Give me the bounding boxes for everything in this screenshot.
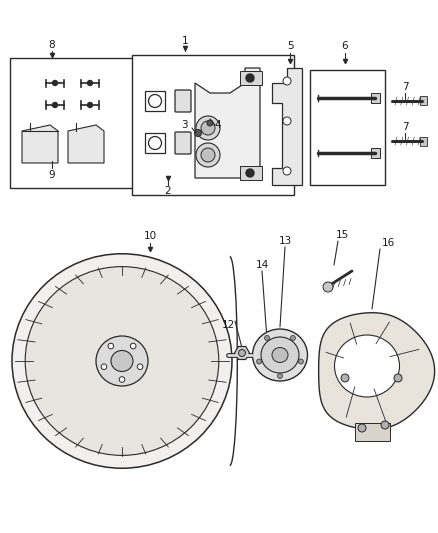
Circle shape: [290, 335, 296, 341]
Ellipse shape: [272, 348, 288, 362]
Ellipse shape: [25, 266, 219, 455]
Text: 11: 11: [35, 318, 48, 328]
Bar: [371, 93, 380, 103]
Circle shape: [201, 148, 215, 162]
Circle shape: [88, 80, 92, 85]
Circle shape: [131, 343, 136, 349]
Circle shape: [283, 117, 291, 125]
Circle shape: [53, 80, 57, 85]
Circle shape: [283, 77, 291, 85]
Polygon shape: [272, 68, 302, 185]
Ellipse shape: [12, 254, 232, 469]
Bar: [10, 58, 140, 188]
Bar: [240, 166, 262, 180]
Circle shape: [207, 120, 213, 126]
Bar: [355, 423, 390, 441]
FancyBboxPatch shape: [175, 90, 191, 112]
Text: 15: 15: [336, 230, 349, 240]
Circle shape: [381, 421, 389, 429]
Polygon shape: [195, 68, 260, 178]
Circle shape: [278, 374, 283, 378]
Circle shape: [119, 377, 125, 382]
Ellipse shape: [96, 336, 148, 386]
Text: 13: 13: [279, 236, 292, 246]
Circle shape: [194, 130, 201, 136]
Circle shape: [53, 102, 57, 108]
Polygon shape: [318, 313, 434, 429]
Bar: [420, 136, 427, 146]
Circle shape: [108, 343, 113, 349]
Circle shape: [196, 143, 220, 167]
Polygon shape: [22, 125, 58, 163]
Text: 7: 7: [402, 82, 408, 92]
Circle shape: [341, 374, 349, 382]
Circle shape: [239, 350, 246, 357]
Circle shape: [246, 74, 254, 82]
Text: 4: 4: [215, 120, 221, 130]
Text: 3: 3: [181, 120, 188, 130]
Text: 16: 16: [381, 238, 395, 248]
Text: 5: 5: [287, 41, 293, 51]
Bar: [420, 96, 427, 106]
Circle shape: [257, 359, 261, 364]
Text: 12: 12: [221, 320, 235, 330]
Circle shape: [246, 169, 254, 177]
Bar: [371, 148, 380, 158]
Circle shape: [148, 136, 162, 149]
Text: 2: 2: [165, 186, 171, 196]
Circle shape: [283, 167, 291, 175]
Text: 8: 8: [49, 40, 55, 50]
Bar: [132, 55, 294, 195]
Circle shape: [88, 102, 92, 108]
FancyBboxPatch shape: [175, 132, 191, 154]
Text: 10: 10: [143, 231, 156, 241]
Text: 7: 7: [402, 122, 408, 132]
Circle shape: [323, 282, 333, 292]
Bar: [310, 70, 385, 185]
Circle shape: [265, 335, 269, 341]
Bar: [240, 71, 262, 85]
Text: 1: 1: [182, 36, 188, 46]
Ellipse shape: [335, 335, 399, 397]
Bar: [145, 133, 165, 153]
Circle shape: [137, 364, 143, 369]
Polygon shape: [68, 125, 104, 163]
Polygon shape: [234, 346, 250, 359]
Circle shape: [201, 121, 215, 135]
Ellipse shape: [252, 329, 307, 381]
Circle shape: [394, 374, 402, 382]
Circle shape: [101, 364, 107, 369]
Circle shape: [196, 116, 220, 140]
Circle shape: [358, 424, 366, 432]
Text: 6: 6: [342, 41, 348, 51]
Ellipse shape: [261, 337, 299, 373]
Text: 9: 9: [49, 170, 55, 180]
Ellipse shape: [111, 351, 133, 372]
Circle shape: [298, 359, 304, 364]
Text: 14: 14: [255, 260, 268, 270]
Circle shape: [148, 94, 162, 108]
Bar: [145, 91, 165, 111]
